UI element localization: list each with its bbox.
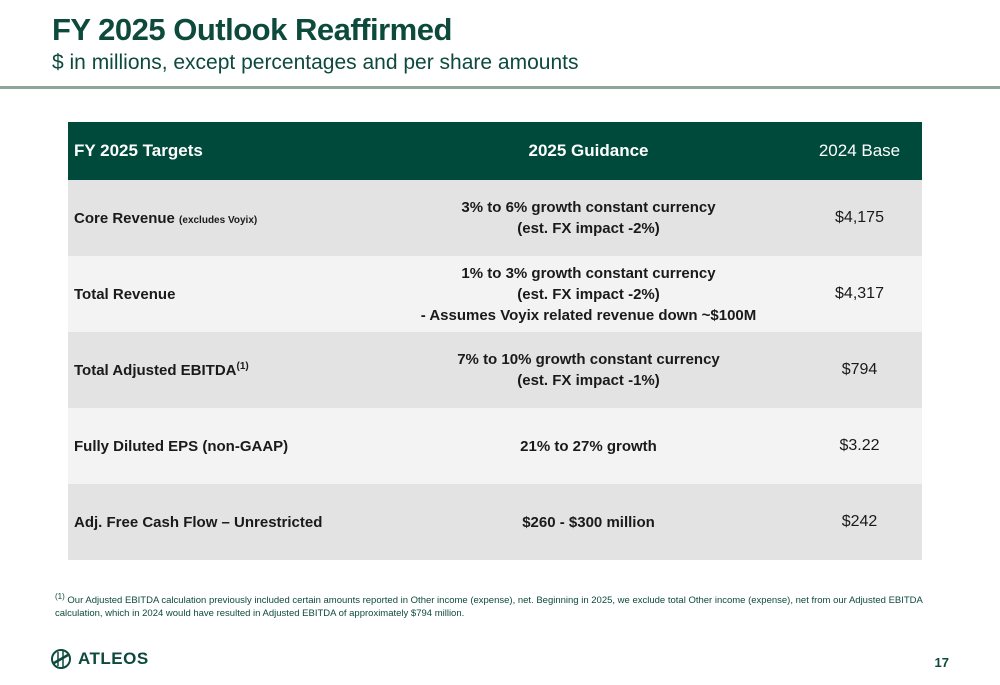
header-divider xyxy=(0,86,1000,89)
guidance-line: 21% to 27% growth xyxy=(520,437,657,455)
row-guidance: 7% to 10% growth constant currency (est.… xyxy=(380,332,797,408)
footnote-marker: (1) xyxy=(55,591,65,601)
guidance-line: (est. FX impact -2%) xyxy=(517,220,660,237)
row-base-value: $242 xyxy=(841,513,878,530)
row-label: Adj. Free Cash Flow – Unrestricted xyxy=(74,513,323,531)
page-subtitle: $ in millions, except percentages and pe… xyxy=(52,51,579,74)
guidance-line: (est. FX impact -2%) xyxy=(517,285,660,303)
row-label-note: (excludes Voyix) xyxy=(179,214,258,226)
logo-wordmark: ATLEOS xyxy=(78,649,149,668)
row-guidance: $260 - $300 million xyxy=(380,484,797,560)
guidance-line: $260 - $300 million xyxy=(522,513,655,531)
outlook-table: FY 2025 Targets 2025 Guidance 2024 Base … xyxy=(68,122,922,560)
table-row: Adj. Free Cash Flow – Unrestricted $260 … xyxy=(68,484,922,560)
row-label: Total Revenue xyxy=(74,285,176,303)
footnote-text: Our Adjusted EBITDA calculation previous… xyxy=(55,595,923,619)
guidance-line: (est. FX impact -1%) xyxy=(517,372,660,389)
row-label-text: Total Adjusted EBITDA xyxy=(74,361,237,379)
row-base-value: $4,317 xyxy=(835,285,884,302)
row-base-value: $794 xyxy=(841,361,878,378)
row-label: Fully Diluted EPS (non-GAAP) xyxy=(74,437,289,455)
row-guidance: 3% to 6% growth constant currency (est. … xyxy=(380,180,797,256)
atleos-globe-icon xyxy=(51,649,71,669)
row-label-text: Core Revenue xyxy=(74,209,175,227)
row-base-value: $3.22 xyxy=(839,437,880,454)
guidance-line: 1% to 3% growth constant currency xyxy=(461,264,716,282)
table-row: Total Adjusted EBITDA(1) 7% to 10% growt… xyxy=(68,332,922,408)
table-row: Fully Diluted EPS (non-GAAP) 21% to 27% … xyxy=(68,408,922,484)
guidance-line: 7% to 10% growth constant currency xyxy=(457,351,720,368)
company-logo: ATLEOS xyxy=(50,648,149,670)
table-row: Core Revenue (excludes Voyix) 3% to 6% g… xyxy=(68,180,922,256)
row-label: Core Revenue (excludes Voyix) xyxy=(68,180,380,256)
column-header-base: 2024 Base xyxy=(818,141,901,160)
table-row: Total Revenue 1% to 3% growth constant c… xyxy=(68,256,922,332)
page-title: FY 2025 Outlook Reaffirmed xyxy=(52,12,452,47)
footnote-reference: (1) xyxy=(236,360,249,372)
page-number: 17 xyxy=(934,655,949,670)
footnote: (1) Our Adjusted EBITDA calculation prev… xyxy=(55,591,935,620)
row-guidance: 21% to 27% growth xyxy=(380,408,797,484)
table-header-row: FY 2025 Targets 2025 Guidance 2024 Base xyxy=(68,122,922,180)
row-label: Total Adjusted EBITDA(1) xyxy=(68,332,380,408)
guidance-line: 3% to 6% growth constant currency xyxy=(461,199,716,216)
column-header-guidance: 2025 Guidance xyxy=(528,141,649,160)
row-base-value: $4,175 xyxy=(835,209,884,226)
column-header-targets: FY 2025 Targets xyxy=(74,141,203,160)
guidance-line: - Assumes Voyix related revenue down ~$1… xyxy=(420,306,757,324)
row-guidance: 1% to 3% growth constant currency (est. … xyxy=(380,256,797,332)
